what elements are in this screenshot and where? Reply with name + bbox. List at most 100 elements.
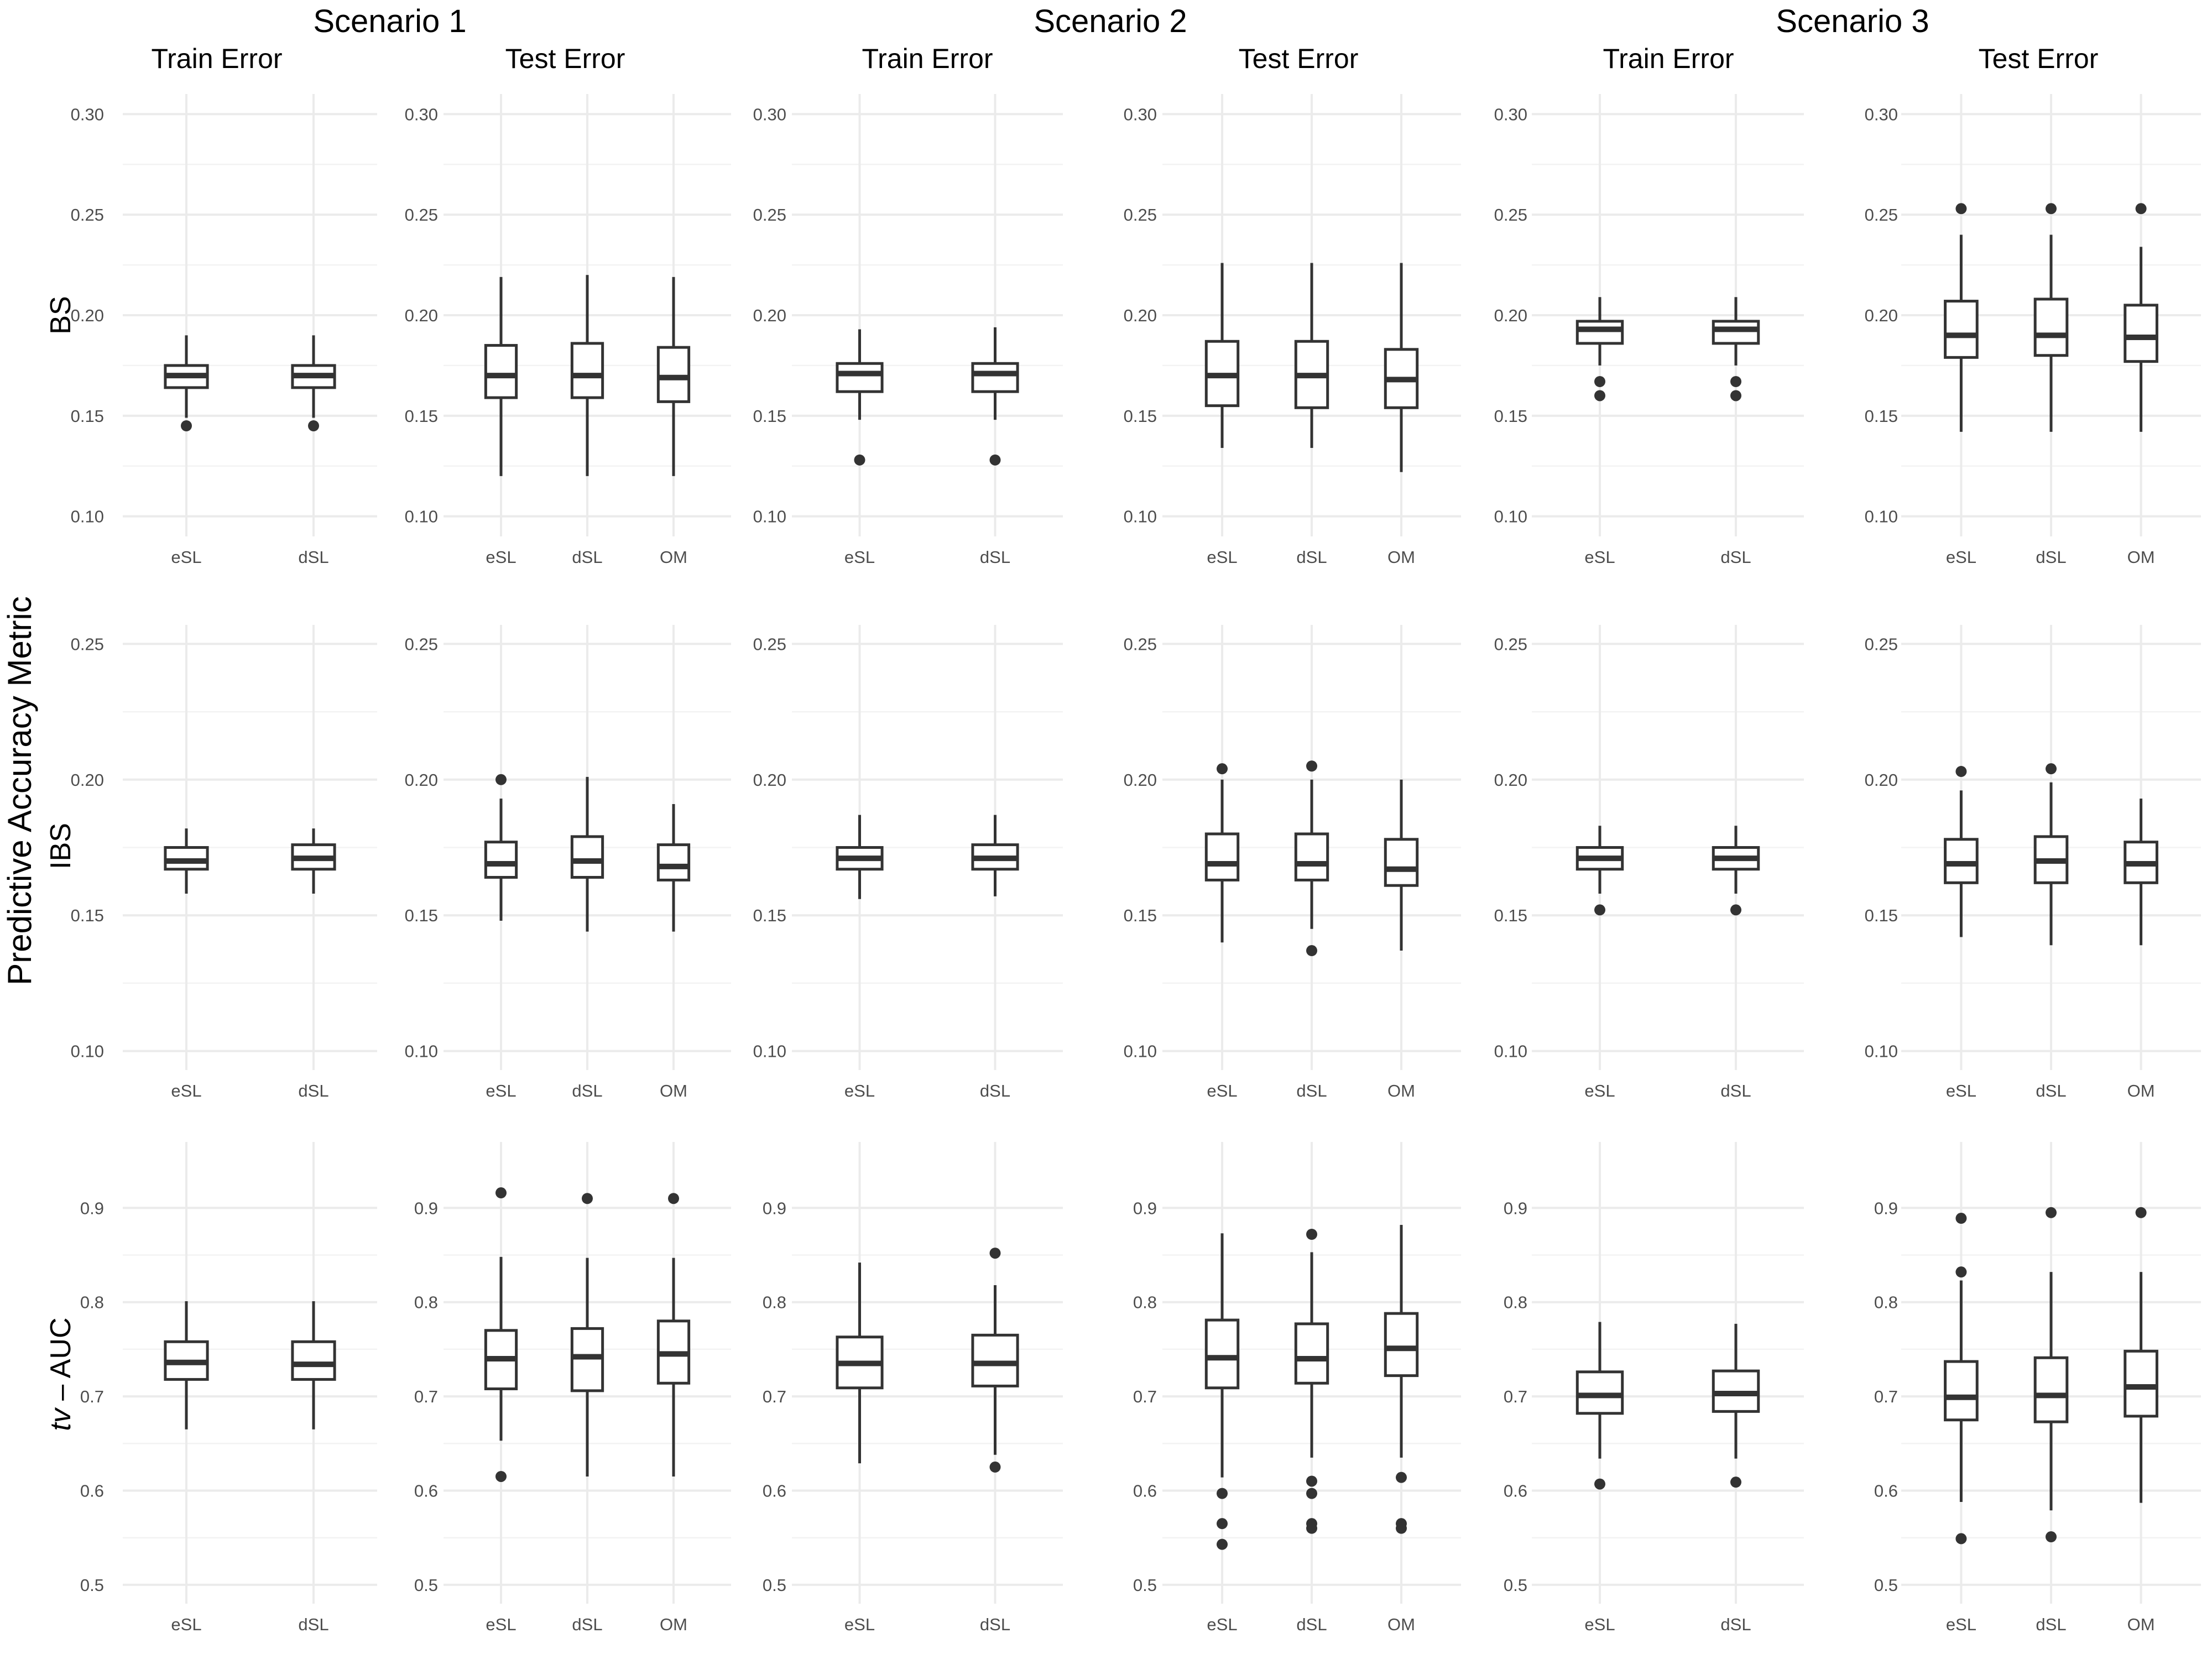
- box-iqr: [1294, 1322, 1329, 1385]
- y-tick-label: 0.5: [1133, 1575, 1157, 1595]
- y-tick-label: 0.20: [1124, 306, 1157, 325]
- panel-bs-2: 0.10 0.15 0.20 0.25 0.30 eSL dSL OM: [405, 94, 731, 567]
- y-tick-label: 0.10: [71, 507, 104, 526]
- x-tick-label: eSL: [171, 547, 201, 567]
- outlier-point: [854, 454, 865, 466]
- x-tick-label: OM: [660, 547, 687, 567]
- box-iqr: [1204, 1318, 1240, 1390]
- y-tick-label: 0.20: [405, 306, 438, 325]
- x-tick-label: OM: [1387, 547, 1415, 567]
- y-tick-label: 0.8: [1133, 1293, 1157, 1312]
- y-tick-label: 0.15: [753, 906, 786, 925]
- y-tick-label: 0.30: [1865, 105, 1898, 124]
- y-tick-label: 0.6: [1874, 1481, 1898, 1501]
- x-tick-label: dSL: [1720, 547, 1751, 567]
- outlier-point: [1306, 1229, 1317, 1240]
- outlier-point: [2135, 203, 2147, 215]
- outlier-point: [1955, 766, 1967, 778]
- y-tick-label: 0.15: [1865, 406, 1898, 426]
- scenario-title-2: Scenario 2: [1034, 3, 1187, 39]
- y-tick-label: 0.20: [753, 306, 786, 325]
- y-tick-label: 0.25: [753, 634, 786, 654]
- outlier-point: [2135, 1207, 2147, 1218]
- x-tick-label: eSL: [1946, 1081, 1976, 1100]
- y-tick-label: 0.25: [1124, 634, 1157, 654]
- y-tick-label: 0.15: [1124, 406, 1157, 426]
- outlier-point: [1396, 1522, 1407, 1534]
- x-tick-label: dSL: [298, 1081, 328, 1100]
- y-tick-label: 0.25: [1865, 634, 1898, 654]
- y-tick-label: 0.10: [71, 1042, 104, 1061]
- x-tick-label: eSL: [1584, 547, 1615, 567]
- y-tick-label: 0.8: [414, 1293, 438, 1312]
- outlier-point: [1730, 390, 1741, 401]
- y-tick-label: 0.30: [753, 105, 786, 124]
- box-iqr: [570, 342, 604, 399]
- box-iqr: [2033, 298, 2069, 357]
- x-tick-label: dSL: [980, 1615, 1010, 1634]
- y-tick-label: 0.25: [1865, 205, 1898, 225]
- box-iqr: [570, 1327, 604, 1392]
- y-tick-label: 0.25: [1494, 634, 1527, 654]
- panel-tv-auc-2: 0.5 0.6 0.7 0.8 0.9 eSL dSL OM: [414, 1142, 731, 1634]
- outlier-point: [2046, 1207, 2057, 1218]
- panel-tv-auc-4: 0.5 0.6 0.7 0.8 0.9 eSL dSL OM: [1133, 1142, 1461, 1634]
- outlier-point: [1730, 376, 1741, 387]
- x-tick-label: eSL: [1207, 1081, 1237, 1100]
- x-tick-label: dSL: [1720, 1615, 1751, 1634]
- y-tick-label: 0.25: [1494, 205, 1527, 225]
- outlier-point: [2046, 763, 2057, 775]
- x-tick-label: eSL: [1207, 1615, 1237, 1634]
- y-tick-label: 0.9: [1133, 1198, 1157, 1218]
- y-tick-label: 0.15: [1494, 406, 1527, 426]
- y-tick-label: 0.10: [1865, 507, 1898, 526]
- x-tick-label: dSL: [980, 1081, 1010, 1100]
- y-tick-label: 0.8: [763, 1293, 786, 1312]
- x-tick-label: dSL: [1296, 1081, 1327, 1100]
- outlier-point: [1306, 1488, 1317, 1499]
- y-tick-label: 0.15: [1865, 906, 1898, 925]
- box-iqr: [484, 841, 518, 879]
- y-tick-label: 0.9: [1874, 1198, 1898, 1218]
- row-label-tv-auc-rest: – AUC: [45, 1317, 77, 1408]
- y-tick-label: 0.7: [80, 1387, 104, 1406]
- outlier-point: [2046, 1531, 2057, 1543]
- x-tick-label: eSL: [171, 1615, 201, 1634]
- panel-tv-auc-5: 0.5 0.6 0.7 0.8 0.9 eSL dSL: [1504, 1142, 1804, 1634]
- y-tick-label: 0.10: [405, 507, 438, 526]
- panel-bs-3: 0.10 0.15 0.20 0.25 0.30 eSL dSL: [753, 94, 1063, 567]
- x-tick-label: dSL: [2036, 1081, 2066, 1100]
- y-tick-label: 0.30: [405, 105, 438, 124]
- x-tick-label: dSL: [2036, 1615, 2066, 1634]
- box-iqr: [2124, 304, 2158, 363]
- outlier-point: [1217, 1518, 1228, 1530]
- y-tick-label: 0.25: [405, 634, 438, 654]
- x-tick-label: OM: [2127, 1081, 2155, 1100]
- y-tick-label: 0.5: [1874, 1575, 1898, 1595]
- outlier-point: [495, 1187, 507, 1199]
- y-tick-label: 0.15: [1124, 906, 1157, 925]
- outlier-point: [1306, 760, 1317, 772]
- y-tick-label: 0.6: [80, 1481, 104, 1501]
- scenario-title-3: Scenario 3: [1776, 3, 1929, 39]
- box-iqr: [1575, 320, 1624, 345]
- y-tick-label: 0.8: [1504, 1293, 1527, 1312]
- box-iqr: [1294, 832, 1329, 881]
- y-tick-label: 0.20: [753, 770, 786, 790]
- x-tick-label: OM: [660, 1615, 687, 1634]
- x-tick-label: eSL: [1207, 547, 1237, 567]
- x-tick-label: eSL: [1946, 547, 1976, 567]
- x-tick-label: dSL: [572, 547, 602, 567]
- y-axis-title: Predictive Accuracy Metric: [1, 596, 38, 985]
- outlier-point: [495, 774, 507, 785]
- outlier-point: [1306, 945, 1317, 957]
- y-tick-label: 0.20: [1865, 770, 1898, 790]
- column-title-3: Train Error: [862, 43, 993, 74]
- box-iqr: [971, 362, 1019, 393]
- box-iqr: [836, 362, 884, 393]
- row-label-ibs: IBS: [45, 823, 77, 869]
- row-label-tv-auc: tv – AUC: [45, 1317, 77, 1431]
- panel-ibs-1: 0.10 0.15 0.20 0.25 eSL dSL: [71, 625, 377, 1100]
- y-tick-label: 0.8: [80, 1293, 104, 1312]
- y-tick-label: 0.25: [71, 205, 104, 225]
